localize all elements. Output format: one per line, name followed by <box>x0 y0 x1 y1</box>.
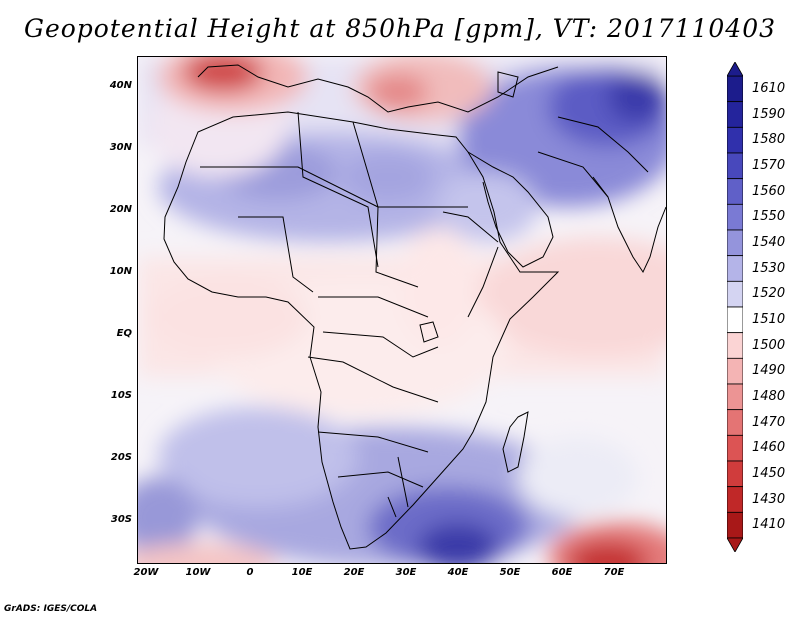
geopotential-field <box>138 57 666 563</box>
map-title: Geopotential Height at 850hPa [gpm], VT:… <box>23 14 777 43</box>
lon-label-10w: 10W <box>185 567 211 578</box>
colorbar-label-1580: 1580 <box>752 132 786 148</box>
lat-label-10n: 10N <box>109 266 132 277</box>
colorbar-box-1560 <box>727 178 743 205</box>
colorbar-box-1480 <box>727 383 743 411</box>
colorbar-box-1410 <box>727 511 743 539</box>
colorbar-label-1520: 1520 <box>752 286 786 302</box>
lat-label-30s: 30S <box>110 514 132 525</box>
colorbar-top-arrow <box>727 62 743 77</box>
colorbar-label-1510: 1510 <box>752 311 786 327</box>
lat-label-eq: EQ <box>116 328 132 339</box>
colorbar-box-1530 <box>727 255 743 282</box>
lat-label-40n: 40N <box>109 80 132 91</box>
lat-label-10s: 10S <box>110 390 132 401</box>
colorbar-label-1490: 1490 <box>752 363 786 379</box>
lat-label-30n: 30N <box>109 142 132 153</box>
coastlines <box>163 64 666 550</box>
height-shading <box>138 57 666 563</box>
colorbar-box-1430 <box>727 486 743 513</box>
colorbar-label-1430: 1430 <box>752 491 786 507</box>
colorbar-label-1590: 1590 <box>752 106 786 122</box>
colorbar-box-1520 <box>727 280 743 308</box>
colorbar-label-1530: 1530 <box>752 260 786 276</box>
colorbar-label-1460: 1460 <box>752 440 786 456</box>
colorbar <box>727 62 743 552</box>
colorbar-box-1610 <box>727 75 743 103</box>
lat-label-20n: 20N <box>109 204 132 215</box>
colorbar-box-1590 <box>727 101 743 128</box>
colorbar-box-1500 <box>727 332 743 359</box>
colorbar-bottom-arrow <box>727 537 743 552</box>
colorbar-box-1570 <box>727 152 743 180</box>
colorbar-label-1450: 1450 <box>752 465 786 481</box>
colorbar-box-1460 <box>727 434 743 462</box>
colorbar-label-1570: 1570 <box>752 157 786 173</box>
lon-label-50e: 50E <box>499 567 521 578</box>
lon-label-0: 0 <box>246 567 254 578</box>
colorbar-box-1580 <box>727 126 743 154</box>
colorbar-label-1500: 1500 <box>752 337 786 353</box>
colorbar-box-1550 <box>727 203 743 231</box>
colorbar-label-1410: 1410 <box>752 517 786 533</box>
colorbar-box-1450 <box>727 460 743 488</box>
lon-label-60e: 60E <box>551 567 573 578</box>
colorbar-label-1540: 1540 <box>752 234 786 250</box>
lon-label-40e: 40E <box>447 567 469 578</box>
colorbar-box-1470 <box>727 409 743 436</box>
colorbar-label-1610: 1610 <box>752 80 786 96</box>
colorbar-label-1480: 1480 <box>752 388 786 404</box>
colorbar-label-1470: 1470 <box>752 414 786 430</box>
colorbar-label-1550: 1550 <box>752 209 786 225</box>
map-panel <box>137 56 667 564</box>
lat-label-20s: 20S <box>110 452 132 463</box>
lon-label-70e: 70E <box>603 567 625 578</box>
colorbar-label-1560: 1560 <box>752 183 786 199</box>
lon-label-10e: 10E <box>291 567 313 578</box>
lon-label-20e: 20E <box>343 567 365 578</box>
lon-label-30e: 30E <box>395 567 417 578</box>
lon-label-20w: 20W <box>133 567 159 578</box>
colorbar-box-1540 <box>727 229 743 257</box>
colorbar-box-1490 <box>727 357 743 385</box>
grads-credit: GrADS: IGES/COLA <box>4 604 98 614</box>
colorbar-box-1510 <box>727 306 743 334</box>
